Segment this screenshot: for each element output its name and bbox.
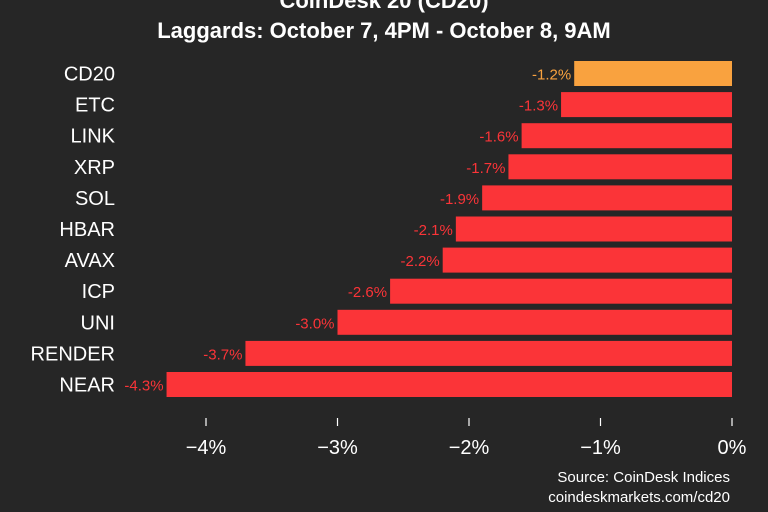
category-label-link: LINK	[71, 126, 116, 148]
value-label-sol: -1.9%	[440, 191, 479, 208]
value-label-uni: -3.0%	[295, 315, 334, 332]
chart-subtitle: Laggards: October 7, 4PM - October 8, 9A…	[157, 18, 611, 43]
category-label-xrp: XRP	[74, 157, 115, 179]
bar-hbar	[455, 216, 732, 242]
category-label-sol: SOL	[75, 188, 115, 210]
value-label-avax: -2.2%	[401, 253, 440, 270]
value-label-icp: -2.6%	[348, 284, 387, 301]
value-label-render: -3.7%	[203, 346, 242, 363]
value-label-xrp: -1.7%	[466, 160, 505, 177]
category-label-cd20: CD20	[64, 64, 115, 86]
bar-icp	[390, 278, 732, 304]
bar-uni	[337, 309, 732, 335]
value-label-etc: -1.3%	[519, 98, 558, 115]
x-tick-label: −1%	[580, 437, 621, 459]
bar-cd20	[574, 61, 732, 86]
value-label-link: -1.6%	[479, 129, 518, 146]
source-text: Source: CoinDesk Indices	[557, 469, 730, 486]
source-url: coindeskmarkets.com/cd20	[548, 489, 730, 506]
value-label-hbar: -2.1%	[414, 222, 453, 239]
bar-avax	[442, 247, 732, 273]
x-tick-label: 0%	[718, 437, 747, 459]
x-tick-label: −4%	[186, 437, 227, 459]
bar-near	[166, 372, 733, 397]
bar-link	[521, 123, 732, 149]
value-label-cd20: -1.2%	[532, 67, 571, 84]
category-label-hbar: HBAR	[59, 219, 115, 241]
bar-etc	[561, 92, 732, 118]
category-label-avax: AVAX	[65, 250, 115, 272]
category-label-etc: ETC	[75, 95, 115, 117]
bar-xrp	[508, 154, 732, 180]
chart-title-block: CoinDesk 20 (CD20) Laggards: October 7, …	[0, 0, 768, 46]
category-label-near: NEAR	[59, 375, 115, 397]
value-label-near: -4.3%	[124, 378, 163, 395]
bar-sol	[482, 185, 732, 211]
x-tick-label: −2%	[449, 437, 490, 459]
x-tick-label: −3%	[317, 437, 358, 459]
category-label-render: RENDER	[31, 343, 115, 365]
chart-title: CoinDesk 20 (CD20)	[279, 0, 489, 13]
bar-render	[245, 340, 732, 366]
source-block: Source: CoinDesk Indices coindeskmarkets…	[548, 468, 730, 508]
category-label-icp: ICP	[82, 281, 115, 303]
category-label-uni: UNI	[81, 312, 115, 334]
